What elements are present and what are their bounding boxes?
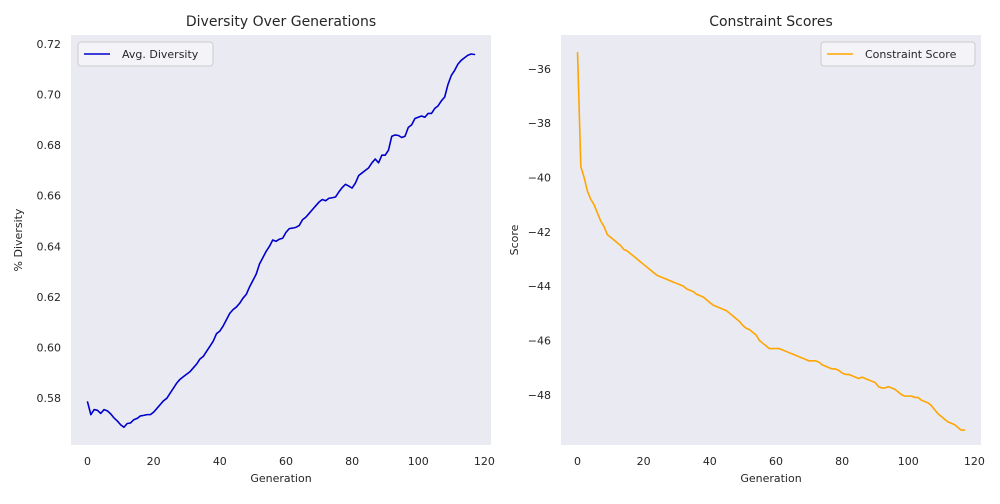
diversity-x-tick-label: 120 bbox=[474, 455, 495, 468]
constraint-y-ticks: −48 −46 −44 −42 −40 −38 −36 bbox=[528, 63, 551, 402]
constraint-x-ticks: 0 20 40 60 80 100 120 bbox=[574, 455, 985, 468]
constraint-legend-label: Constraint Score bbox=[865, 48, 957, 61]
constraint-x-axis-label: Generation bbox=[740, 472, 801, 485]
diversity-y-tick-label: 0.68 bbox=[37, 139, 62, 152]
constraint-y-tick-label: −42 bbox=[528, 226, 551, 239]
diversity-x-tick-label: 0 bbox=[84, 455, 91, 468]
constraint-y-tick-label: −36 bbox=[528, 63, 551, 76]
diversity-x-ticks: 0 20 40 60 80 100 120 bbox=[84, 455, 495, 468]
diversity-x-tick-label: 20 bbox=[147, 455, 161, 468]
diversity-y-tick-label: 0.72 bbox=[37, 38, 62, 51]
diversity-x-tick-label: 80 bbox=[345, 455, 359, 468]
constraint-x-tick-label: 120 bbox=[964, 455, 985, 468]
diversity-y-ticks: 0.58 0.60 0.62 0.64 0.66 0.68 0.70 0.72 bbox=[37, 38, 62, 405]
constraint-y-axis-label: Score bbox=[508, 224, 521, 255]
diversity-y-axis-label: % Diversity bbox=[12, 208, 25, 271]
diversity-x-axis-label: Generation bbox=[250, 472, 311, 485]
constraint-x-tick-label: 60 bbox=[769, 455, 783, 468]
diversity-y-tick-label: 0.58 bbox=[37, 392, 62, 405]
diversity-series-line bbox=[86, 53, 476, 429]
diversity-y-tick-label: 0.66 bbox=[37, 190, 62, 203]
constraint-legend-box bbox=[820, 41, 976, 67]
diversity-plot-area bbox=[71, 35, 491, 445]
diversity-chart: Diversity Over Generations Generation % … bbox=[12, 14, 495, 485]
diversity-y-tick-label: 0.62 bbox=[37, 291, 62, 304]
constraint-y-tick-label: −40 bbox=[528, 172, 551, 185]
diversity-y-tick-label: 0.60 bbox=[37, 342, 62, 355]
constraint-plot-area bbox=[561, 35, 981, 445]
diversity-series bbox=[86, 53, 476, 429]
constraint-x-tick-label: 20 bbox=[637, 455, 651, 468]
diversity-legend-label: Avg. Diversity bbox=[122, 48, 199, 61]
constraint-series bbox=[576, 51, 966, 431]
constraint-x-tick-label: 0 bbox=[574, 455, 581, 468]
constraint-x-tick-label: 100 bbox=[898, 455, 919, 468]
constraint-x-tick-label: 80 bbox=[835, 455, 849, 468]
diversity-x-tick-label: 60 bbox=[279, 455, 293, 468]
constraint-y-tick-label: −46 bbox=[528, 334, 551, 347]
constraint-chart: Constraint Scores Generation Score 0 20 40… bbox=[508, 14, 985, 485]
constraint-chart-title: Constraint Scores bbox=[709, 14, 833, 30]
diversity-x-tick-label: 40 bbox=[213, 455, 227, 468]
constraint-legend: Constraint Score bbox=[820, 41, 976, 67]
diversity-y-tick-label: 0.70 bbox=[37, 88, 62, 101]
diversity-legend-box bbox=[77, 41, 214, 67]
constraint-y-tick-label: −38 bbox=[528, 117, 551, 130]
diversity-y-tick-label: 0.64 bbox=[37, 240, 62, 253]
constraint-series-line bbox=[576, 51, 966, 431]
constraint-x-tick-label: 40 bbox=[703, 455, 717, 468]
diversity-chart-title: Diversity Over Generations bbox=[186, 14, 376, 30]
constraint-y-tick-label: −48 bbox=[528, 389, 551, 402]
diversity-legend: Avg. Diversity bbox=[77, 41, 214, 67]
diversity-x-tick-label: 100 bbox=[408, 455, 429, 468]
constraint-y-tick-label: −44 bbox=[528, 280, 551, 293]
